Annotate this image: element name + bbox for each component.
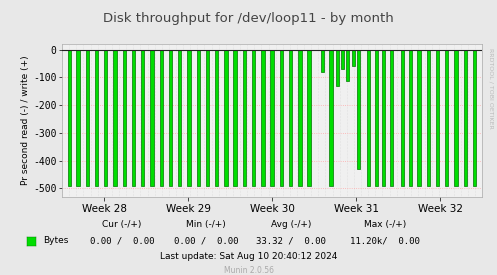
Bar bbox=[95, 50, 98, 186]
Bar bbox=[289, 50, 292, 186]
Bar bbox=[85, 50, 89, 186]
Text: Cur (-/+): Cur (-/+) bbox=[102, 220, 142, 229]
Bar bbox=[464, 50, 467, 186]
Bar bbox=[346, 50, 349, 81]
Text: Avg (-/+): Avg (-/+) bbox=[270, 220, 311, 229]
Bar bbox=[454, 50, 458, 186]
Bar bbox=[206, 50, 209, 186]
Bar bbox=[243, 50, 246, 186]
Text: Max (-/+): Max (-/+) bbox=[364, 220, 407, 229]
Text: Bytes: Bytes bbox=[43, 236, 69, 245]
Bar bbox=[298, 50, 302, 186]
Bar bbox=[252, 50, 255, 186]
Bar bbox=[187, 50, 191, 186]
Bar bbox=[321, 50, 324, 72]
Text: 33.32 /  0.00: 33.32 / 0.00 bbox=[256, 236, 326, 245]
Text: 0.00 /  0.00: 0.00 / 0.00 bbox=[174, 236, 239, 245]
Text: Munin 2.0.56: Munin 2.0.56 bbox=[224, 266, 273, 274]
Bar bbox=[473, 50, 476, 186]
Text: 0.00 /  0.00: 0.00 / 0.00 bbox=[89, 236, 154, 245]
Text: Disk throughput for /dev/loop11 - by month: Disk throughput for /dev/loop11 - by mon… bbox=[103, 12, 394, 25]
Bar bbox=[390, 50, 393, 186]
Bar bbox=[280, 50, 283, 186]
Text: Last update: Sat Aug 10 20:40:12 2024: Last update: Sat Aug 10 20:40:12 2024 bbox=[160, 252, 337, 261]
Bar bbox=[401, 50, 404, 186]
Bar bbox=[357, 50, 360, 169]
Bar bbox=[417, 50, 421, 186]
Bar bbox=[132, 50, 135, 186]
Bar bbox=[375, 50, 378, 186]
Bar bbox=[335, 50, 339, 86]
Bar bbox=[234, 50, 237, 186]
Bar bbox=[178, 50, 181, 186]
Bar bbox=[352, 50, 355, 66]
Bar bbox=[436, 50, 439, 186]
Bar bbox=[141, 50, 145, 186]
Bar bbox=[77, 50, 80, 186]
Bar bbox=[113, 50, 117, 186]
Bar bbox=[224, 50, 228, 186]
Text: 11.20k/  0.00: 11.20k/ 0.00 bbox=[350, 236, 420, 245]
Bar bbox=[341, 50, 344, 69]
Bar bbox=[409, 50, 413, 186]
Bar bbox=[104, 50, 107, 186]
Bar bbox=[445, 50, 448, 186]
Bar bbox=[160, 50, 163, 186]
Bar bbox=[261, 50, 264, 186]
Bar bbox=[426, 50, 430, 186]
Bar bbox=[169, 50, 172, 186]
Text: RRDTOOL / TOBI OETIKER: RRDTOOL / TOBI OETIKER bbox=[489, 48, 494, 128]
Text: Min (-/+): Min (-/+) bbox=[186, 220, 226, 229]
Bar bbox=[150, 50, 154, 186]
Bar bbox=[270, 50, 274, 186]
Bar bbox=[367, 50, 370, 186]
Bar bbox=[329, 50, 332, 186]
Bar bbox=[123, 50, 126, 186]
Y-axis label: Pr second read (-) / write (+): Pr second read (-) / write (+) bbox=[21, 56, 30, 185]
Bar bbox=[382, 50, 386, 186]
Bar bbox=[68, 50, 72, 186]
Bar bbox=[215, 50, 218, 186]
Bar bbox=[196, 50, 200, 186]
Bar bbox=[307, 50, 311, 186]
